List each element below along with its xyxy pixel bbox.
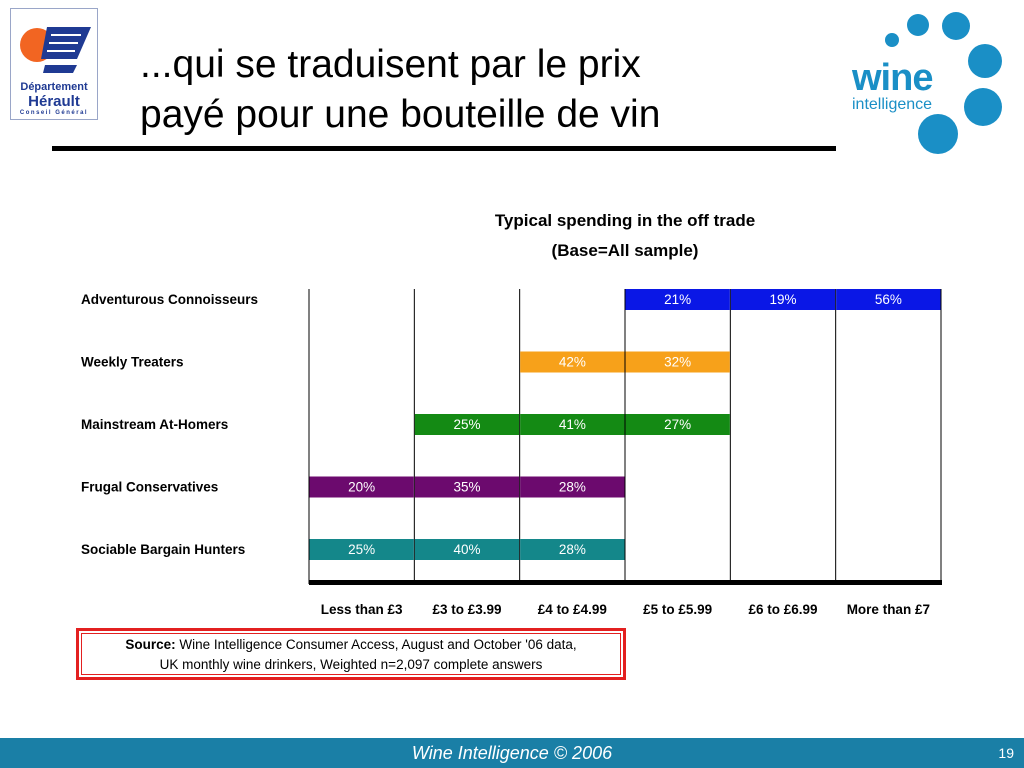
- row-label: Sociable Bargain Hunters: [81, 542, 245, 557]
- data-label: 21%: [664, 292, 691, 307]
- row-label: Adventurous Connoisseurs: [81, 292, 258, 307]
- herault-logo: Département Hérault Conseil Général: [10, 8, 98, 120]
- data-label: 27%: [664, 417, 691, 432]
- bar-cell: [625, 289, 730, 310]
- logo-dot-icon: [918, 114, 958, 154]
- slide-title-line1: ...qui se traduisent par le prix: [140, 43, 641, 86]
- bar-cell: [309, 476, 414, 498]
- footer-text: Wine Intelligence © 2006: [411, 743, 613, 763]
- page-number: 19: [998, 745, 1014, 761]
- title-underline: [52, 146, 836, 151]
- data-label: 28%: [559, 480, 586, 495]
- data-label: 56%: [875, 292, 902, 307]
- herault-emblem-icon: [20, 27, 91, 73]
- row-label: Weekly Treaters: [81, 355, 184, 370]
- data-label: 20%: [348, 480, 375, 495]
- logo-dot-icon: [968, 44, 1002, 78]
- source-text: Source: Wine Intelligence Consumer Acces…: [81, 633, 621, 675]
- bar-cell: [730, 289, 836, 310]
- bar-cell: [520, 414, 625, 435]
- logo-right-line1: wine: [852, 57, 933, 99]
- data-label: 25%: [453, 417, 480, 432]
- chart-title-block: Typical spending in the off trade (Base=…: [330, 206, 920, 266]
- logo-right-line2: intelligence: [852, 96, 933, 113]
- bar-cell: [520, 351, 625, 373]
- slide-title-line2: payé pour une bouteille de vin: [140, 93, 661, 136]
- data-label: 25%: [348, 542, 375, 557]
- bar-cell: [414, 476, 520, 498]
- x-tick-label: £6 to £6.99: [748, 602, 817, 617]
- bar-cell: [414, 414, 520, 435]
- logo-left-line2: Hérault: [28, 93, 80, 110]
- logo-left-line1: Département: [20, 81, 88, 93]
- spending-chart: Less than £3 £3 to £3.99 £4 to £4.99 £5 to …: [81, 289, 942, 617]
- source-text-1: Wine Intelligence Consumer Access, Augus…: [175, 637, 577, 652]
- bar-cell: [309, 539, 414, 560]
- x-tick-label: £4 to £4.99: [538, 602, 607, 617]
- x-tick-label: £5 to £5.99: [643, 602, 712, 617]
- source-box: Source: Wine Intelligence Consumer Acces…: [76, 628, 626, 680]
- x-tick-label: Less than £3: [321, 602, 403, 617]
- x-axis-line: [309, 580, 942, 585]
- bar-cell: [625, 351, 730, 373]
- source-label: Source:: [125, 637, 176, 652]
- bar-cell: [414, 539, 520, 560]
- bar-cell: [836, 289, 941, 310]
- row-label: Frugal Conservatives: [81, 480, 218, 495]
- data-label: 41%: [559, 417, 586, 432]
- logo-dot-icon: [907, 14, 929, 36]
- bar-cell: [520, 539, 625, 560]
- chart-subtitle: (Base=All sample): [551, 241, 699, 260]
- row-label: Mainstream At-Homers: [81, 417, 228, 432]
- bar-cell: [520, 476, 625, 498]
- logo-dot-icon: [964, 88, 1002, 126]
- data-label: 35%: [453, 480, 480, 495]
- x-tick-label: £3 to £3.99: [432, 602, 501, 617]
- bar-cell: [625, 414, 730, 435]
- logo-dot-icon: [942, 12, 970, 40]
- data-label: 19%: [769, 292, 796, 307]
- data-label: 32%: [664, 355, 691, 370]
- source-text-2: UK monthly wine drinkers, Weighted n=2,0…: [159, 657, 543, 672]
- slide-title: ...qui se traduisent par le prix payé po…: [140, 40, 820, 140]
- logo-left-line3: Conseil Général: [19, 110, 89, 116]
- chart-title: Typical spending in the off trade: [494, 211, 756, 230]
- data-label: 40%: [453, 542, 480, 557]
- x-tick-label: More than £7: [847, 602, 930, 617]
- footer-bar: Wine Intelligence © 2006 19: [0, 738, 1024, 768]
- data-label: 28%: [559, 542, 586, 557]
- logo-dot-icon: [885, 33, 899, 47]
- wine-intelligence-logo: wine intelligence: [840, 8, 1010, 158]
- data-label: 42%: [559, 355, 586, 370]
